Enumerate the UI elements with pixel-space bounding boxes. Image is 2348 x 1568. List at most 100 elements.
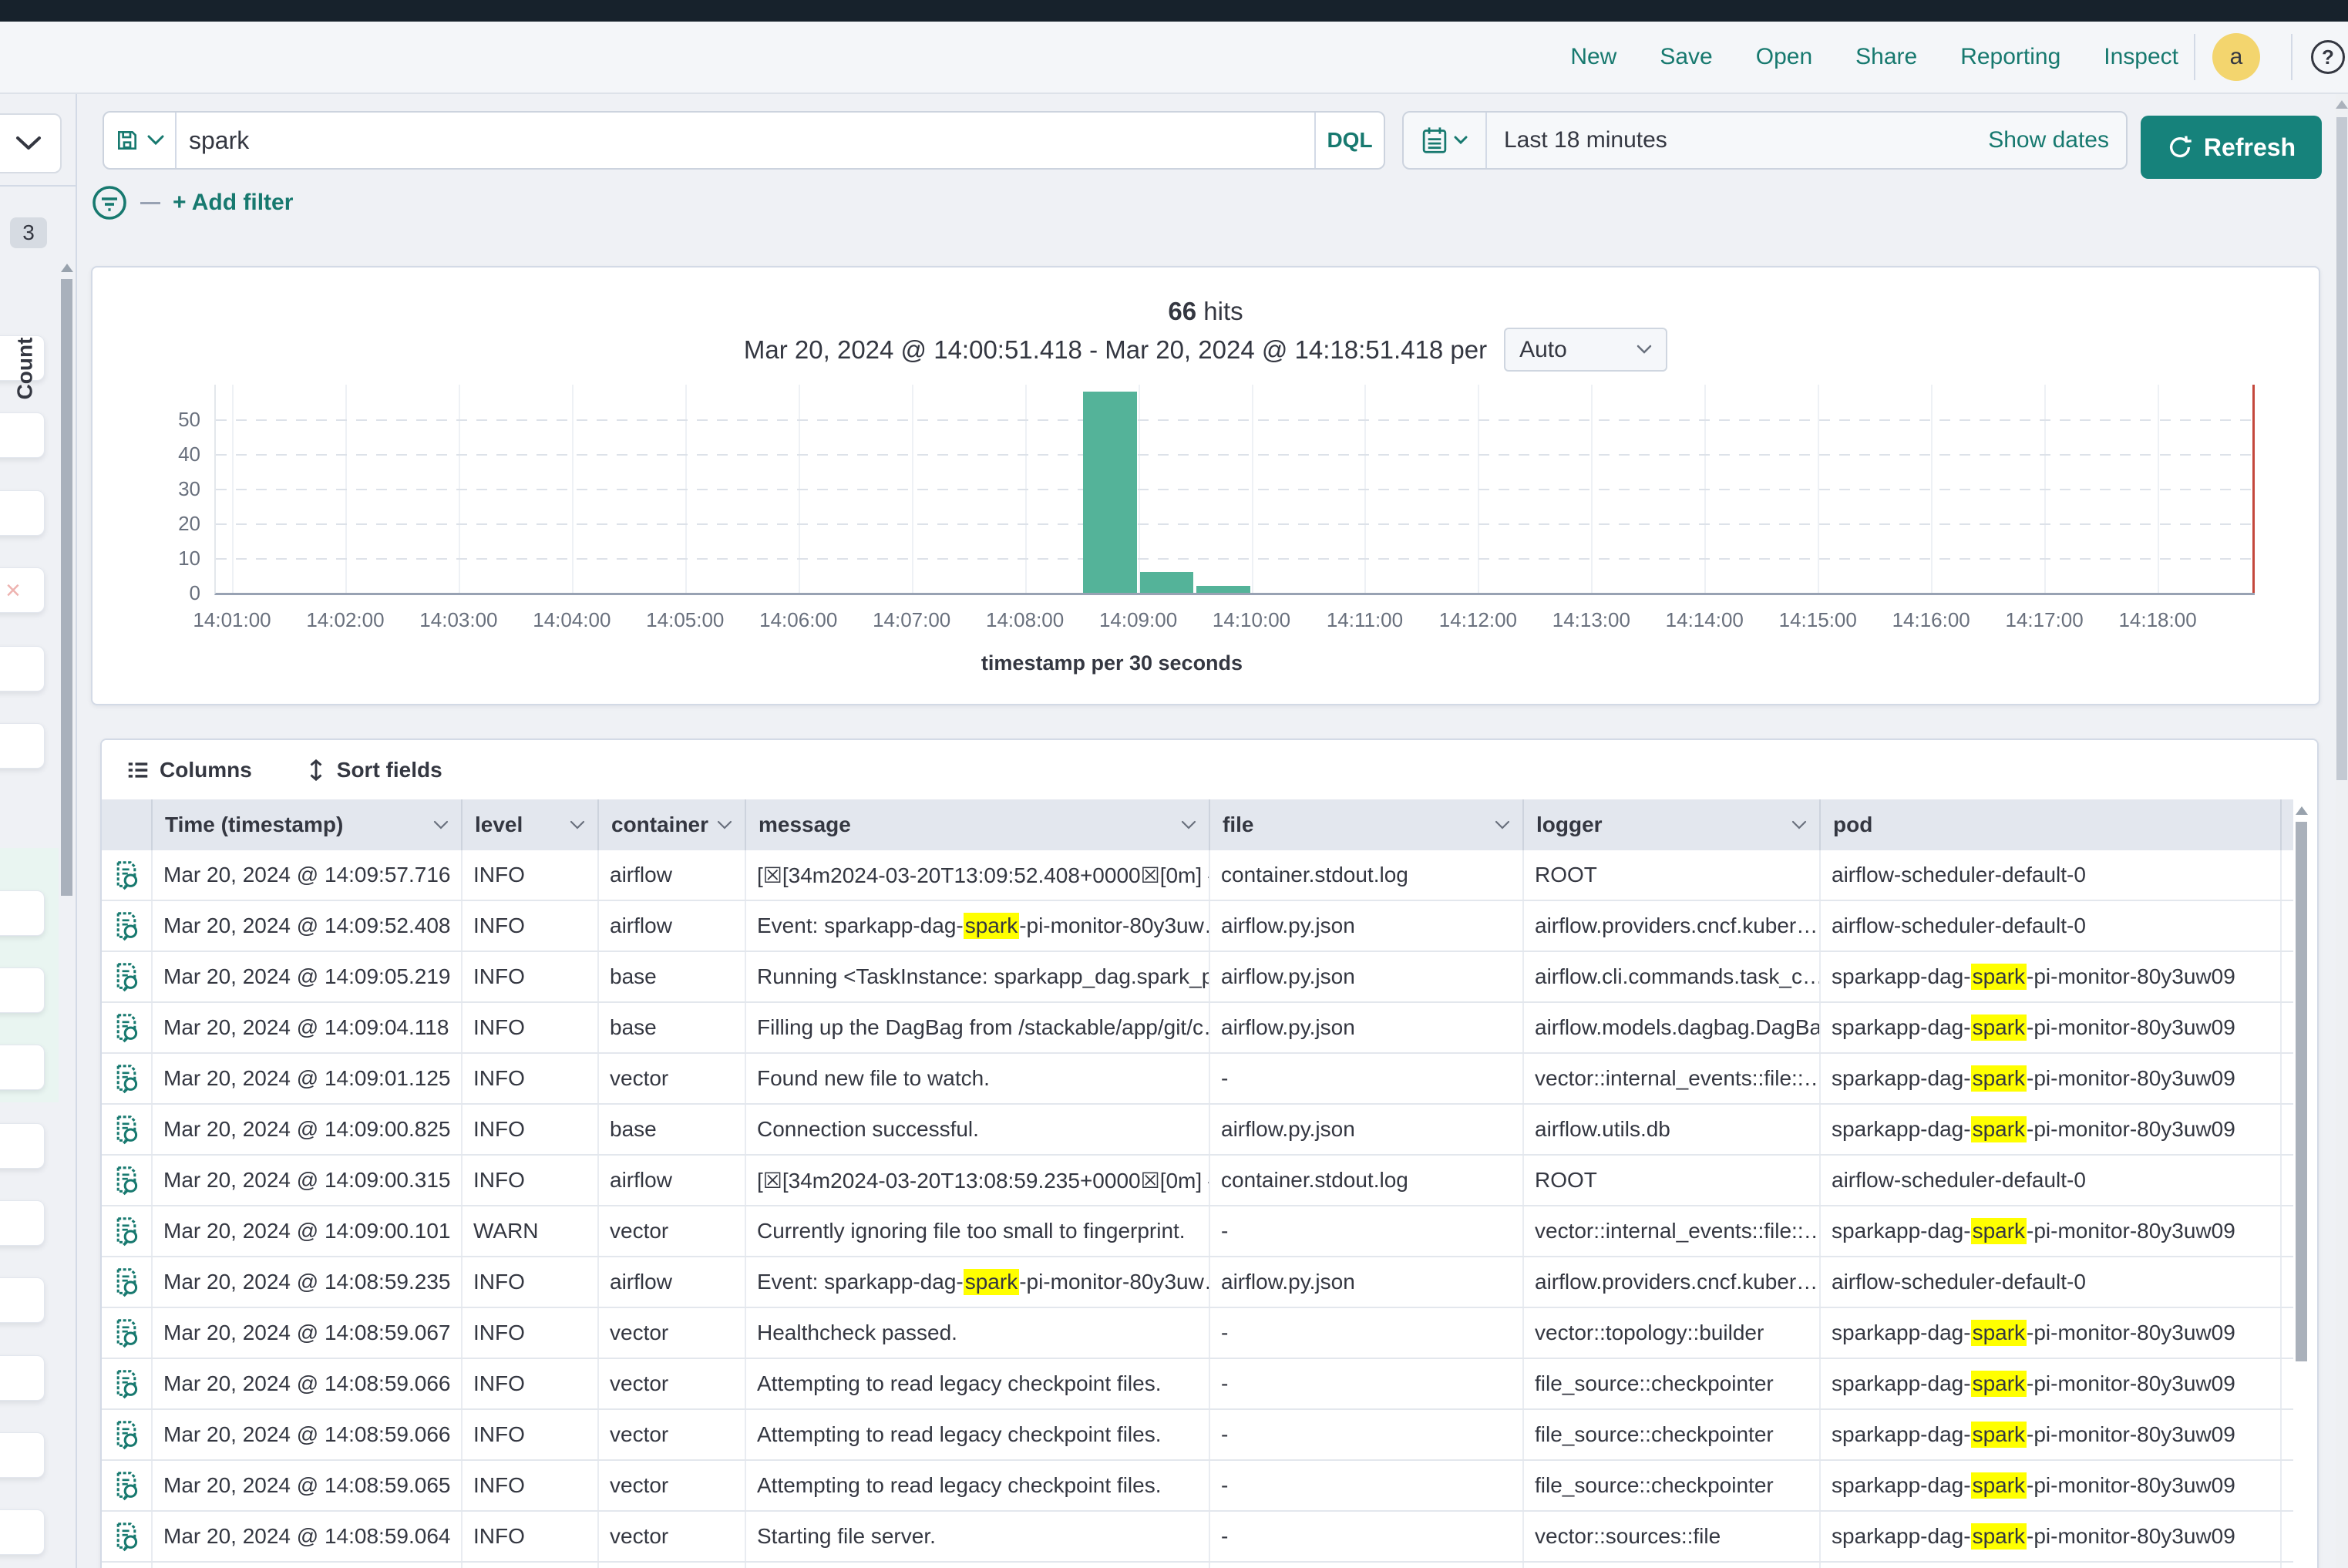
expand-row-button[interactable] <box>102 1003 153 1052</box>
nav-save[interactable]: Save <box>1660 44 1713 69</box>
field-card[interactable] <box>0 1277 45 1323</box>
nav-reporting[interactable]: Reporting <box>1960 44 2061 69</box>
scrollbar-thumb[interactable] <box>2296 822 2307 1361</box>
x-tick-label: 14:14:00 <box>1665 608 1744 631</box>
field-card[interactable] <box>0 1432 45 1478</box>
avatar[interactable]: a <box>2212 33 2260 81</box>
cell-pod: airflow-scheduler-default-0 <box>1821 850 2282 900</box>
cell-time: Mar 20, 2024 @ 14:09:05.219 <box>153 952 463 1001</box>
scroll-up-arrow-icon[interactable] <box>2336 100 2348 109</box>
expand-row-button[interactable] <box>102 1512 153 1561</box>
field-card[interactable] <box>0 967 45 1013</box>
table-row: Mar 20, 2024 @ 14:08:59.065 INFO vector Att… <box>102 1461 2293 1512</box>
expand-document-icon <box>116 1065 138 1094</box>
field-card[interactable] <box>0 1123 45 1169</box>
field-card[interactable] <box>0 723 45 769</box>
sidebar-scrollbar[interactable] <box>61 261 73 896</box>
nav-share[interactable]: Share <box>1855 44 1918 69</box>
y-tick-label: 0 <box>189 581 200 604</box>
column-header-time[interactable]: Time (timestamp) <box>153 799 463 850</box>
expand-row-button[interactable] <box>102 1359 153 1408</box>
table-row: Mar 20, 2024 @ 14:09:52.408 INFO airflow Ev… <box>102 901 2293 952</box>
scroll-up-arrow-icon[interactable] <box>61 264 73 272</box>
remove-field-icon[interactable]: × <box>5 575 21 605</box>
expand-row-button[interactable] <box>102 1105 153 1154</box>
expand-document-icon <box>116 1421 138 1450</box>
table-row: Mar 20, 2024 @ 14:08:59.064 INFO vector Sta… <box>102 1512 2293 1563</box>
histogram-bar[interactable] <box>1139 572 1194 593</box>
time-range-value[interactable]: Last 18 minutes <box>1504 127 1667 153</box>
histogram-plot[interactable]: 14:01:00 14:02:00 14:03:00 14:04:00 14:05:00… <box>178 385 2255 631</box>
y-gridline <box>216 523 2255 525</box>
column-header-file[interactable]: file <box>1210 799 1524 850</box>
cell-time: Mar 20, 2024 @ 14:08:59.065 <box>153 1461 463 1510</box>
interval-select[interactable]: Auto <box>1504 328 1668 372</box>
query-language-button[interactable]: DQL <box>1314 113 1384 168</box>
field-card[interactable] <box>0 1045 45 1090</box>
expand-row-button[interactable] <box>102 901 153 951</box>
field-card[interactable] <box>0 1355 45 1401</box>
y-tick-label: 40 <box>178 442 200 466</box>
field-card[interactable]: × <box>0 567 45 613</box>
saved-query-menu-button[interactable] <box>104 113 177 168</box>
scroll-up-arrow-icon[interactable] <box>2296 806 2308 815</box>
field-card[interactable] <box>0 412 45 458</box>
y-tick-label: 10 <box>178 547 200 570</box>
x-tick-label: 14:03:00 <box>419 608 498 631</box>
field-card[interactable] <box>0 490 45 536</box>
filter-icon[interactable] <box>91 184 128 221</box>
expand-document-icon <box>116 1166 138 1196</box>
histogram-bar[interactable] <box>1196 586 1250 593</box>
refresh-button[interactable]: Refresh <box>2141 116 2322 179</box>
field-card[interactable] <box>0 1200 45 1246</box>
cell-file: airflow.py.json <box>1210 901 1524 951</box>
table-scrollbar[interactable] <box>2296 802 2308 1568</box>
cell-pod: sparkapp-dag-spark -pi-monitor-80y3uw09 <box>1821 1410 2282 1459</box>
expand-row-button[interactable] <box>102 1054 153 1103</box>
field-card[interactable] <box>0 890 45 936</box>
help-icon[interactable]: ? <box>2311 40 2345 74</box>
table-row: Mar 20, 2024 @ 14:09:04.118 INFO base Filli… <box>102 1003 2293 1054</box>
cell-file: airflow.py.json <box>1210 952 1524 1001</box>
columns-button[interactable]: Columns <box>127 758 252 782</box>
nav-inspect[interactable]: Inspect <box>2104 44 2178 69</box>
column-header-message[interactable]: message <box>746 799 1210 850</box>
sidebar-collapse-button[interactable] <box>0 113 62 173</box>
chevron-down-icon <box>1495 820 1510 829</box>
expand-row-button[interactable] <box>102 1156 153 1205</box>
scrollbar-thumb[interactable] <box>61 279 72 896</box>
cell-time: Mar 20, 2024 @ 14:08:59.064 <box>153 1512 463 1561</box>
histogram-bar[interactable] <box>1083 392 1137 593</box>
expand-row-button[interactable] <box>102 1308 153 1358</box>
field-card[interactable] <box>0 335 45 381</box>
search-input[interactable]: spark <box>189 126 250 154</box>
column-header-level[interactable]: level <box>463 799 599 850</box>
date-quick-menu-button[interactable] <box>1404 113 1487 168</box>
nav-new[interactable]: New <box>1570 44 1617 69</box>
column-header-pod[interactable]: pod <box>1821 799 2282 850</box>
expand-row-button[interactable] <box>102 850 153 900</box>
chevron-down-icon <box>433 820 449 829</box>
expand-row-button[interactable] <box>102 1563 153 1568</box>
expand-document-icon <box>116 1115 138 1145</box>
expand-row-button[interactable] <box>102 1461 153 1510</box>
scrollbar-thumb[interactable] <box>2336 117 2347 780</box>
expand-row-button[interactable] <box>102 1257 153 1307</box>
table-row: Mar 20, 2024 @ 14:09:00.825 INFO base Conne… <box>102 1105 2293 1156</box>
sort-fields-button[interactable]: Sort fields <box>306 758 442 782</box>
x-tick-label: 14:08:00 <box>986 608 1065 631</box>
table-row: Mar 20, 2024 @ 14:08:59.066 INFO vector Att… <box>102 1410 2293 1461</box>
column-header-logger[interactable]: logger <box>1524 799 1821 850</box>
page-scrollbar[interactable] <box>2336 94 2348 1568</box>
field-card[interactable] <box>0 646 45 691</box>
nav-open[interactable]: Open <box>1755 44 1813 69</box>
column-header-container[interactable]: container <box>599 799 746 850</box>
expand-row-button[interactable] <box>102 1206 153 1256</box>
show-dates-link[interactable]: Show dates <box>1988 127 2109 153</box>
cell-file: airflow.py.json <box>1210 1003 1524 1052</box>
field-card[interactable] <box>0 1509 45 1555</box>
expand-row-button[interactable] <box>102 952 153 1001</box>
add-filter-button[interactable]: + Add filter <box>173 190 294 215</box>
expand-row-button[interactable] <box>102 1410 153 1459</box>
cell-pod: airflow-scheduler-default-0 <box>1821 901 2282 951</box>
